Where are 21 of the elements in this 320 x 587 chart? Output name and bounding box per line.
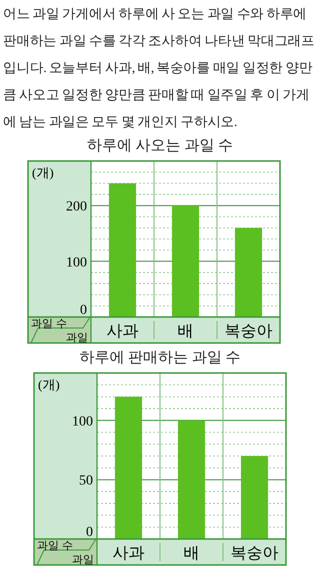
text: (개) [38,377,60,392]
chart-title: 하루에 판매하는 과일 수 [78,349,242,368]
text: 어느 과일 가게에서 하루에 사 오는 과일 수와 하루에 판매하는 과일 수를 각각 조사하여 나타낸 막대그래프입니다. 오늘부터 사과, 배, 복숭아를 매일 일정한 양만큼 사오고 일정한 양만큼 판매할 때 일주일 후 이 가게에 남는 과일은 모두 몇 개인지 구하시오. [2,5,316,131]
y-tick-label: 100 [72,414,93,430]
x-axis-title: 과일 [72,554,94,566]
x-tick-label: 배 [184,545,200,562]
y-axis-title: 과일 수 [37,540,73,552]
x-tick-label: 배 [178,323,194,340]
x-tick-label: 복숭아 [230,545,278,562]
y-tick-label: 100 [66,255,87,270]
x-tick-label: 사과 [106,323,138,340]
y-tick-label: 0 [86,525,93,540]
x-tick-label: 복숭아 [224,323,272,340]
y-tick-label: 50 [79,474,93,489]
y-tick-label: 0 [80,303,87,318]
y-axis-title: 과일 수 [31,318,67,330]
x-tick-label: 사과 [112,545,144,562]
chart-title: 하루에 사오는 과일 수 [86,137,234,156]
y-tick-label: 200 [66,200,87,215]
text: (개) [32,165,54,180]
x-axis-title: 과일 [66,332,88,344]
